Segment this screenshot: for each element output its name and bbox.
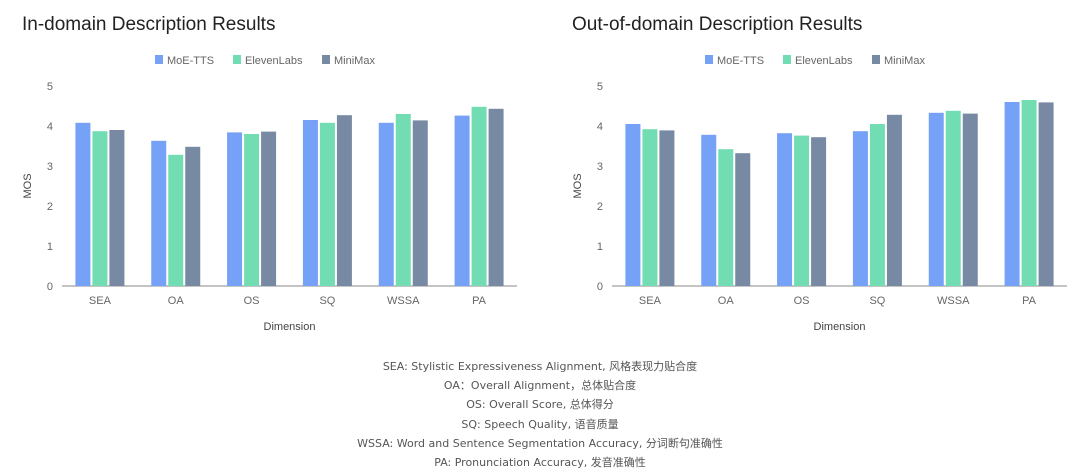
x-tick-label: SEA xyxy=(639,295,662,307)
y-tick-label: 4 xyxy=(47,121,53,133)
bar-elevenlabs-sq xyxy=(319,122,335,286)
bar-minimax-wssa xyxy=(412,120,428,287)
bar-minimax-oa xyxy=(735,153,751,286)
x-tick-label: OA xyxy=(168,295,185,307)
y-tick-label: 2 xyxy=(47,201,53,213)
legend-label: MoE-TTS xyxy=(167,55,214,67)
bar-elevenlabs-sea xyxy=(92,131,108,286)
y-tick-label: 3 xyxy=(47,161,53,173)
x-axis-label: Dimension xyxy=(264,321,316,333)
y-tick-label: 5 xyxy=(47,81,53,93)
x-tick-label: OS xyxy=(794,295,810,307)
note-oa: OA：Overall Alignment，总体贴合度 xyxy=(443,379,637,393)
y-tick-label: 1 xyxy=(47,241,53,253)
x-tick-label: WSSA xyxy=(387,295,420,307)
x-tick-label: PA xyxy=(1022,295,1037,307)
bar-elevenlabs-os xyxy=(244,134,260,286)
y-tick-label: 4 xyxy=(597,121,603,133)
x-tick-label: SQ xyxy=(319,295,335,307)
y-tick-label: 3 xyxy=(597,161,603,173)
y-tick-label: 0 xyxy=(597,281,603,293)
bar-moe-tts-pa xyxy=(1004,102,1020,286)
bar-minimax-pa xyxy=(488,108,504,286)
bar-minimax-pa xyxy=(1038,102,1054,287)
bar-elevenlabs-os xyxy=(794,135,810,286)
bar-moe-tts-wssa xyxy=(928,112,944,286)
y-tick-label: 1 xyxy=(597,241,603,253)
note-sq: SQ: Speech Quality, 语音质量 xyxy=(461,417,619,431)
bar-elevenlabs-wssa xyxy=(945,110,961,286)
x-axis-label: Dimension xyxy=(814,321,866,333)
bar-elevenlabs-pa xyxy=(471,106,487,286)
bar-minimax-sq xyxy=(336,115,352,286)
x-tick-label: SEA xyxy=(89,295,112,307)
charts: 0 1 2 3 4 5 MOS Dimension MoE-TTS ElevenLabs MiniM… xyxy=(22,55,1067,333)
y-tick-label: 0 xyxy=(47,281,53,293)
bar-moe-tts-pa xyxy=(454,115,470,286)
bar-minimax-wssa xyxy=(962,113,978,286)
note-sea: SEA: Stylistic Expressiveness Alignment,… xyxy=(382,360,698,373)
legend-label: MiniMax xyxy=(884,55,925,67)
bar-minimax-oa xyxy=(185,146,201,286)
x-tick-label: WSSA xyxy=(937,295,970,307)
bar-moe-tts-sq xyxy=(852,131,868,286)
bar-minimax-sq xyxy=(886,114,902,286)
bar-minimax-sea xyxy=(109,130,125,286)
y-tick-label: 2 xyxy=(597,201,603,213)
legend-swatch-minimax xyxy=(872,55,880,64)
y-axis-label: MOS xyxy=(22,173,34,198)
chart-title-in-domain: In-domain Description Results xyxy=(22,14,276,35)
bar-moe-tts-os xyxy=(227,132,243,286)
bar-moe-tts-oa xyxy=(701,134,717,286)
legend-swatch-minimax xyxy=(322,55,330,64)
note-wssa: WSSA: Word and Sentence Segmentation Acc… xyxy=(357,436,723,450)
legend-label: ElevenLabs xyxy=(245,55,303,67)
bar-moe-tts-sea xyxy=(75,122,91,286)
chart-title-out-of-domain: Out-of-domain Description Results xyxy=(572,14,863,35)
bar-moe-tts-sea xyxy=(625,124,641,286)
legend-swatch-moe-tts xyxy=(705,55,713,64)
bar-moe-tts-wssa xyxy=(378,122,394,286)
legend-label: ElevenLabs xyxy=(795,55,853,67)
bar-minimax-os xyxy=(261,131,277,286)
bar-minimax-sea xyxy=(659,130,675,286)
bar-moe-tts-os xyxy=(777,133,793,286)
y-axis-label: MOS xyxy=(572,173,584,198)
bar-elevenlabs-sq xyxy=(869,124,885,286)
legend-swatch-moe-tts xyxy=(155,55,163,64)
bar-elevenlabs-oa xyxy=(718,149,734,286)
bar-moe-tts-oa xyxy=(151,140,167,286)
x-tick-label: PA xyxy=(472,295,487,307)
bar-moe-tts-sq xyxy=(302,120,318,286)
legend-swatch-elevenlabs xyxy=(783,55,791,64)
legend-label: MoE-TTS xyxy=(717,55,764,67)
x-tick-label: SQ xyxy=(869,295,885,307)
bar-elevenlabs-oa xyxy=(168,154,184,286)
note-os: OS: Overall Score, 总体得分 xyxy=(466,398,614,412)
legend-label: MiniMax xyxy=(334,55,375,67)
x-tick-label: OS xyxy=(244,295,260,307)
bar-elevenlabs-pa xyxy=(1021,100,1037,286)
bar-minimax-os xyxy=(811,137,827,286)
legend-swatch-elevenlabs xyxy=(233,55,241,64)
x-tick-label: OA xyxy=(718,295,735,307)
y-tick-label: 5 xyxy=(597,81,603,93)
bar-elevenlabs-sea xyxy=(642,129,658,286)
bar-elevenlabs-wssa xyxy=(395,114,411,286)
note-pa: PA: Pronunciation Accuracy, 发音准确性 xyxy=(434,456,646,470)
abbreviation-notes: SEA: Stylistic Expressiveness Alignment,… xyxy=(0,357,1080,472)
